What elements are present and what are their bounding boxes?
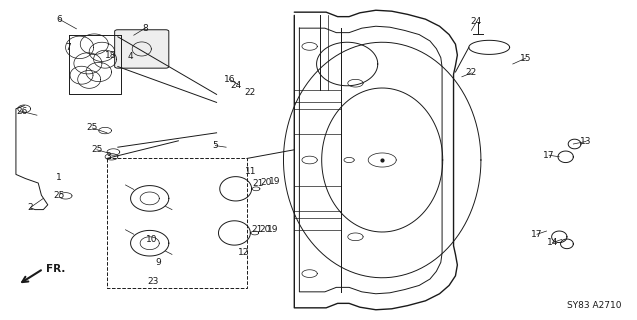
Text: 12: 12 xyxy=(238,248,249,257)
Text: 20: 20 xyxy=(259,225,271,234)
Text: 25: 25 xyxy=(91,145,103,154)
Text: 24: 24 xyxy=(471,17,482,26)
Text: 24: 24 xyxy=(230,81,241,90)
Text: 21: 21 xyxy=(252,225,263,234)
Text: 6: 6 xyxy=(56,15,62,24)
Text: 15: 15 xyxy=(520,54,531,63)
Text: 23: 23 xyxy=(147,277,159,286)
Text: 25: 25 xyxy=(54,191,65,200)
Text: SY83 A2710: SY83 A2710 xyxy=(566,301,621,310)
Bar xyxy=(107,158,247,288)
FancyBboxPatch shape xyxy=(115,30,169,68)
Text: 21: 21 xyxy=(252,180,264,188)
Text: 1: 1 xyxy=(55,173,62,182)
Text: 13: 13 xyxy=(580,137,592,146)
Text: 19: 19 xyxy=(269,177,281,186)
Text: 10: 10 xyxy=(146,235,157,244)
Text: FR.: FR. xyxy=(46,264,65,274)
Text: 17: 17 xyxy=(543,151,555,160)
Text: 7: 7 xyxy=(65,43,71,52)
Text: 11: 11 xyxy=(245,167,256,176)
Text: 22: 22 xyxy=(466,68,477,77)
Text: 9: 9 xyxy=(155,258,161,267)
Text: 3: 3 xyxy=(105,152,111,161)
Text: 25: 25 xyxy=(87,124,98,132)
Text: 20: 20 xyxy=(261,178,272,187)
Text: 4: 4 xyxy=(127,52,132,61)
Text: 8: 8 xyxy=(142,24,148,33)
Text: 14: 14 xyxy=(547,238,559,247)
Text: 22: 22 xyxy=(245,88,256,97)
Text: 26: 26 xyxy=(16,107,27,116)
Text: 2: 2 xyxy=(28,203,33,212)
Text: 16: 16 xyxy=(224,75,235,84)
Text: 19: 19 xyxy=(267,225,278,234)
Text: 17: 17 xyxy=(531,230,543,239)
Text: 18: 18 xyxy=(105,52,117,60)
Text: 5: 5 xyxy=(212,141,218,150)
